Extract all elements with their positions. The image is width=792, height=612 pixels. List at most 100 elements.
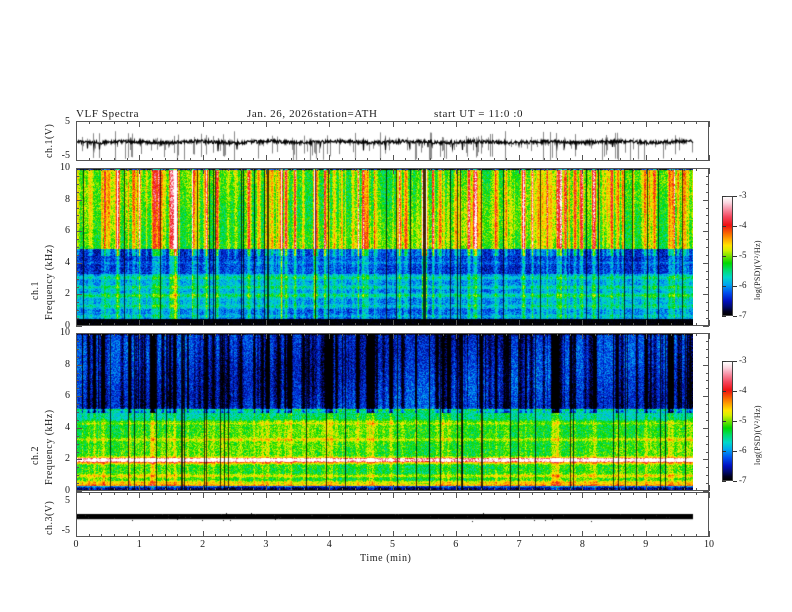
tick-mark bbox=[355, 492, 356, 495]
tick-mark bbox=[684, 333, 685, 336]
tick-mark bbox=[430, 158, 431, 161]
tick-mark bbox=[241, 323, 242, 326]
tick-mark bbox=[595, 488, 596, 491]
tick-mark bbox=[456, 492, 457, 498]
tick-mark bbox=[152, 168, 153, 171]
ch1-wave-ylabel: ch.1(V) bbox=[44, 123, 55, 158]
tick-mark bbox=[127, 158, 128, 161]
tick-mark bbox=[165, 333, 166, 336]
tick-mark bbox=[443, 492, 444, 495]
tick-mark bbox=[703, 263, 709, 264]
tick-mark bbox=[380, 492, 381, 495]
tick-mark bbox=[646, 121, 647, 127]
tick-mark bbox=[709, 492, 710, 498]
tick-mark bbox=[703, 294, 709, 295]
tick-mark bbox=[418, 333, 419, 336]
tick-mark bbox=[165, 534, 166, 537]
tick-mark bbox=[253, 168, 254, 171]
tick-mark bbox=[114, 158, 115, 161]
tick-mark bbox=[165, 158, 166, 161]
tick-mark bbox=[76, 320, 77, 326]
colorbar-tick-mark bbox=[722, 316, 726, 317]
tick-mark bbox=[706, 310, 709, 311]
colorbar-tick-mark bbox=[733, 286, 737, 287]
tick-mark bbox=[703, 428, 709, 429]
tick-mark bbox=[671, 323, 672, 326]
tick-mark bbox=[418, 323, 419, 326]
tick-mark bbox=[481, 323, 482, 326]
tick-mark bbox=[203, 320, 204, 326]
tick-mark bbox=[76, 341, 79, 342]
tick-mark bbox=[89, 323, 90, 326]
tick-mark bbox=[671, 333, 672, 336]
tick-mark bbox=[203, 492, 204, 498]
tick-mark bbox=[241, 333, 242, 336]
tick-mark bbox=[706, 208, 709, 209]
tick-mark bbox=[127, 333, 128, 336]
tick-mark bbox=[519, 121, 520, 127]
tick-mark bbox=[646, 333, 647, 339]
tick-mark bbox=[266, 492, 267, 498]
tick-mark bbox=[266, 168, 267, 174]
tick-mark bbox=[706, 357, 709, 358]
tick-mark bbox=[342, 534, 343, 537]
tick-mark bbox=[506, 168, 507, 171]
tick-mark bbox=[253, 534, 254, 537]
tick-mark bbox=[76, 444, 79, 445]
tick-mark bbox=[557, 534, 558, 537]
tick-mark bbox=[203, 155, 204, 161]
station-label: station=ATH bbox=[314, 108, 378, 120]
tick-mark bbox=[203, 333, 204, 339]
tick-mark bbox=[177, 158, 178, 161]
ch3-wave-ylabel: ch.3(V) bbox=[44, 500, 55, 535]
tick-mark bbox=[304, 168, 305, 171]
tick-mark bbox=[241, 492, 242, 495]
tick-mark bbox=[595, 158, 596, 161]
tick-mark bbox=[646, 485, 647, 491]
tick-mark bbox=[595, 121, 596, 124]
tick-mark bbox=[595, 168, 596, 171]
tick-mark bbox=[706, 483, 709, 484]
tick-mark bbox=[76, 168, 77, 174]
tick-mark bbox=[127, 492, 128, 495]
tick-mark bbox=[317, 158, 318, 161]
tick-mark bbox=[671, 158, 672, 161]
tick-mark bbox=[608, 323, 609, 326]
tick-mark bbox=[139, 531, 140, 537]
tick-mark bbox=[342, 488, 343, 491]
tick-mark bbox=[101, 534, 102, 537]
tick-mark bbox=[532, 492, 533, 495]
tick-mark bbox=[658, 121, 659, 124]
xtick-1: 1 bbox=[136, 539, 142, 550]
tick-mark bbox=[76, 420, 79, 421]
tick-mark bbox=[456, 485, 457, 491]
tick-mark bbox=[570, 534, 571, 537]
tick-mark bbox=[582, 168, 583, 174]
tick-mark bbox=[703, 396, 709, 397]
tick-mark bbox=[152, 534, 153, 537]
xtick-3: 3 bbox=[263, 539, 269, 550]
tick-mark bbox=[139, 333, 140, 339]
tick-mark bbox=[544, 158, 545, 161]
tick-mark bbox=[139, 168, 140, 174]
tick-mark bbox=[253, 121, 254, 124]
tick-mark bbox=[266, 485, 267, 491]
tick-mark bbox=[279, 333, 280, 336]
tick-mark bbox=[304, 534, 305, 537]
tick-mark bbox=[76, 302, 79, 303]
tick-mark bbox=[114, 492, 115, 495]
tick-mark bbox=[405, 488, 406, 491]
tick-mark bbox=[165, 492, 166, 495]
xtick-8: 8 bbox=[579, 539, 585, 550]
ytick-2: 2 bbox=[65, 288, 70, 300]
tick-mark bbox=[557, 323, 558, 326]
tick-mark bbox=[177, 534, 178, 537]
tick-mark bbox=[658, 158, 659, 161]
tick-mark bbox=[177, 333, 178, 336]
tick-mark bbox=[76, 231, 82, 232]
tick-mark bbox=[633, 333, 634, 336]
tick-mark bbox=[706, 223, 709, 224]
tick-mark bbox=[279, 168, 280, 171]
tick-mark bbox=[494, 121, 495, 124]
tick-mark bbox=[582, 333, 583, 339]
